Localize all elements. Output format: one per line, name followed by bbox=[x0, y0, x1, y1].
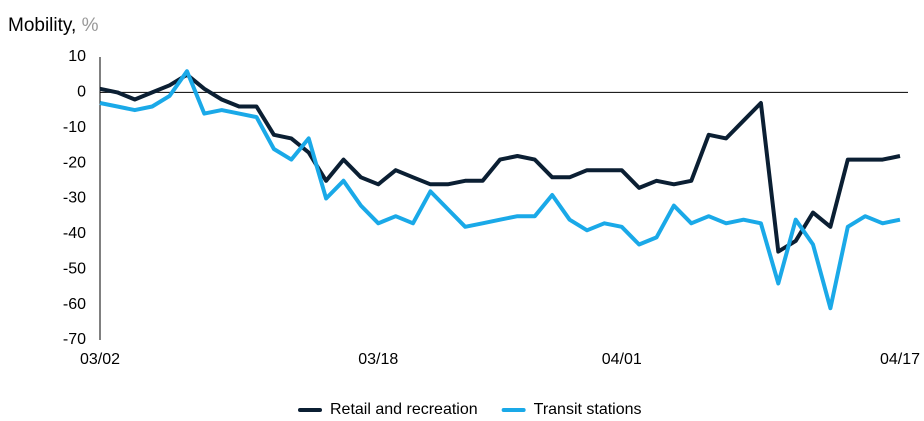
x-tick-label: 04/17 bbox=[880, 351, 920, 368]
x-tick-label: 03/18 bbox=[358, 351, 398, 368]
legend-label: Retail and recreation bbox=[330, 401, 478, 418]
y-tick-label: 10 bbox=[68, 48, 86, 65]
legend-label: Transit stations bbox=[534, 401, 642, 418]
chart-title: Mobility, % bbox=[8, 15, 99, 36]
y-tick-label: 0 bbox=[77, 84, 86, 101]
y-tick-label: -70 bbox=[63, 331, 86, 348]
x-tick-label: 04/01 bbox=[602, 351, 642, 368]
line-series bbox=[99, 72, 901, 254]
y-tick-label: -10 bbox=[63, 119, 86, 136]
unit: % bbox=[82, 15, 99, 36]
y-tick-label: -30 bbox=[63, 190, 86, 207]
y-tick-label: -60 bbox=[63, 296, 86, 313]
y-tick-label: -50 bbox=[63, 260, 86, 277]
x-tick-label: 03/02 bbox=[80, 351, 120, 368]
y-tick-label: -20 bbox=[63, 154, 86, 171]
title: Mobility, bbox=[8, 15, 76, 36]
y-tick-label: -40 bbox=[63, 225, 86, 242]
line-series bbox=[99, 69, 901, 311]
